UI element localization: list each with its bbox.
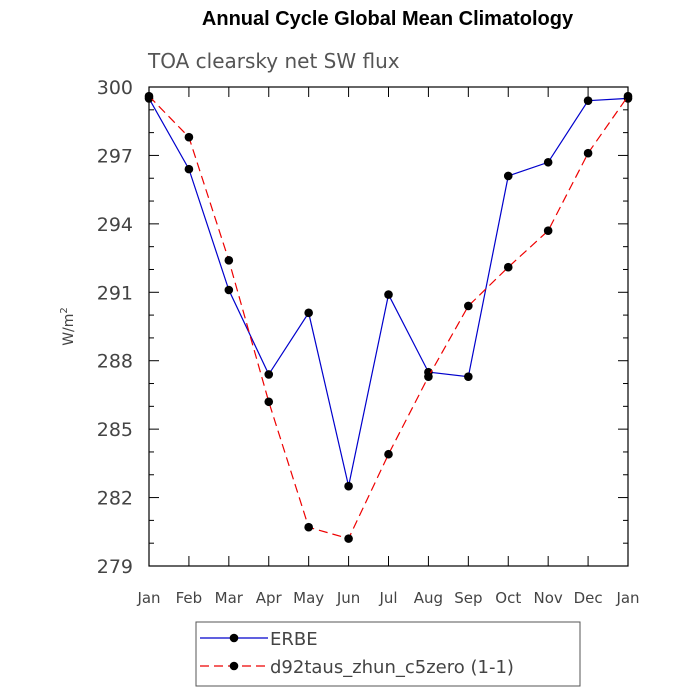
data-point-s2 bbox=[583, 148, 593, 158]
data-point-s2 bbox=[264, 397, 274, 407]
x-tick-label: Dec bbox=[574, 589, 603, 607]
data-point-s1 bbox=[543, 157, 553, 167]
x-tick-label: May bbox=[293, 589, 324, 607]
y-axis-label-text: W/m2 bbox=[59, 307, 77, 346]
x-tick-label: Apr bbox=[256, 589, 283, 607]
chart-subtitle: TOA clearsky net SW flux bbox=[147, 49, 400, 73]
y-tick-label: 279 bbox=[97, 556, 133, 578]
x-tick-label: Jan bbox=[615, 589, 639, 607]
data-point-s2 bbox=[344, 534, 353, 543]
x-tick-label: Feb bbox=[176, 589, 203, 607]
data-point-s2 bbox=[144, 91, 154, 101]
x-tick-label: Oct bbox=[495, 589, 521, 607]
legend-label-2: d92taus_zhun_c5zero (1-1) bbox=[270, 657, 514, 678]
data-point-s1 bbox=[184, 164, 194, 174]
data-point-s1 bbox=[583, 96, 593, 105]
data-point-s1 bbox=[224, 285, 234, 295]
x-tick-label: Aug bbox=[414, 589, 443, 607]
data-point-s1 bbox=[503, 171, 513, 181]
legend: ERBE d92taus_zhun_c5zero (1-1) bbox=[195, 621, 581, 687]
legend-marker-2 bbox=[229, 661, 239, 671]
data-point-s1 bbox=[344, 481, 353, 491]
data-point-s2 bbox=[424, 372, 433, 381]
x-tick-label: Jul bbox=[378, 589, 397, 607]
legend-marker-1 bbox=[229, 633, 239, 643]
y-tick-label: 288 bbox=[97, 351, 133, 373]
y-axis-label-superscript: 2 bbox=[59, 307, 70, 313]
tick-labels: 279 282 285 288 291 294 297 300 Jan Feb Mar Apr May J… bbox=[97, 77, 640, 607]
y-tick-label: 282 bbox=[97, 488, 133, 510]
y-tick-label: 300 bbox=[97, 77, 133, 99]
data-point-s2 bbox=[384, 449, 393, 459]
x-tick-label: Jun bbox=[336, 589, 360, 607]
series-layer bbox=[144, 91, 633, 543]
data-point-s2 bbox=[543, 226, 553, 235]
data-point-s2 bbox=[464, 301, 473, 311]
data-point-s1 bbox=[384, 290, 393, 299]
y-tick-label: 291 bbox=[97, 282, 133, 304]
series-line-2 bbox=[148, 95, 629, 540]
data-point-s2 bbox=[623, 91, 633, 101]
y-axis-label: W/m2 bbox=[59, 307, 77, 346]
legend-label-1: ERBE bbox=[270, 629, 318, 650]
data-point-s1 bbox=[304, 308, 313, 318]
legend-box bbox=[195, 621, 581, 687]
x-tick-label: Sep bbox=[454, 589, 482, 607]
data-point-s1 bbox=[464, 372, 473, 381]
x-tick-label: Jan bbox=[136, 589, 160, 607]
x-tick-label: Mar bbox=[215, 589, 244, 607]
data-point-s2 bbox=[503, 262, 513, 272]
y-tick-label: 285 bbox=[97, 419, 133, 441]
data-point-s2 bbox=[304, 522, 313, 532]
x-tick-label: Nov bbox=[534, 589, 563, 607]
data-point-s2 bbox=[224, 256, 234, 265]
y-tick-label: 294 bbox=[97, 214, 133, 236]
axes-frame bbox=[148, 86, 629, 567]
data-point-s1 bbox=[264, 370, 274, 379]
chart-title: Annual Cycle Global Mean Climatology bbox=[201, 8, 574, 30]
plot-frame bbox=[148, 86, 629, 567]
data-point-s2 bbox=[184, 132, 194, 142]
y-tick-label: 297 bbox=[97, 145, 133, 167]
